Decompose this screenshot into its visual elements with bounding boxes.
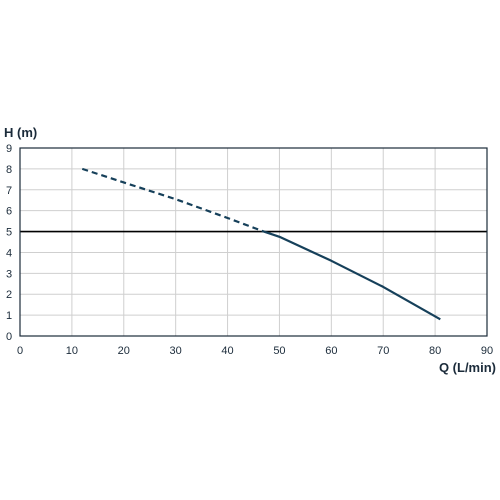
y-tick-label: 7	[6, 185, 12, 197]
x-tick-label: 90	[481, 345, 493, 357]
x-tick-label: 10	[66, 345, 78, 357]
y-tick-label: 2	[6, 289, 12, 301]
x-tick-label: 20	[118, 345, 130, 357]
grid	[19, 147, 488, 337]
x-tick-label: 60	[325, 345, 337, 357]
x-tick-label: 70	[377, 345, 389, 357]
y-axis-label: H (m)	[4, 125, 37, 140]
plot-frame	[19, 147, 488, 337]
y-tick-label: 9	[6, 143, 12, 155]
curve-solid-segment	[263, 230, 441, 321]
x-axis-label: Q (L/min)	[439, 360, 496, 375]
series-group	[81, 167, 441, 321]
y-tick-labels: 0 1 2 3 4 5 6 7 8 9	[6, 143, 12, 343]
y-tick-label: 6	[6, 206, 12, 218]
x-tick-label: 0	[17, 345, 23, 357]
x-tick-label: 30	[170, 345, 182, 357]
y-tick-label: 3	[6, 268, 12, 280]
x-tick-label: 80	[429, 345, 441, 357]
y-tick-label: 5	[6, 227, 12, 239]
y-tick-label: 8	[6, 164, 12, 176]
x-tick-label: 50	[273, 345, 285, 357]
curve-dashed-segment	[81, 167, 265, 233]
x-tick-labels: 0 10 20 30 40 50 60 70 80 90	[17, 345, 493, 357]
x-tick-label: 40	[221, 345, 233, 357]
y-tick-label: 1	[6, 310, 12, 322]
y-tick-label: 0	[6, 331, 12, 343]
y-tick-label: 4	[6, 247, 12, 259]
